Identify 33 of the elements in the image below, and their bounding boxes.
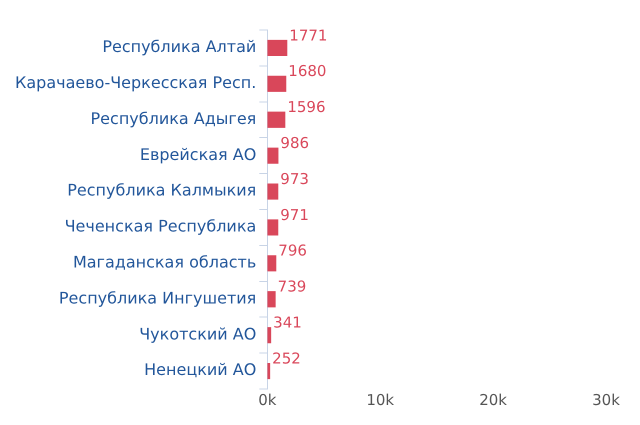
y-tick-label: Республика Адыгея (90, 108, 256, 128)
x-tick-label: 0k (258, 390, 277, 409)
bar (267, 112, 286, 128)
y-tick-label: Магаданская область (72, 252, 256, 272)
y-tick-label: Чукотский АО (139, 324, 256, 344)
data-label: 739 (278, 278, 306, 296)
y-tick-label: Карачаево-Черкесская Респ. (14, 73, 256, 92)
data-label: 1596 (287, 98, 326, 116)
bar (267, 183, 278, 200)
bar (267, 40, 288, 56)
y-tick-label: Ненецкий АО (144, 360, 256, 380)
data-label: 971 (280, 206, 309, 224)
data-label: 1771 (289, 26, 328, 44)
bar (267, 255, 276, 272)
data-label: 796 (278, 242, 307, 260)
data-label: 1680 (288, 62, 326, 80)
bar (267, 327, 272, 344)
x-tick-label: 10k (366, 390, 394, 409)
data-label: 252 (272, 349, 301, 368)
x-tick-label: 20k (479, 390, 508, 409)
data-label: 986 (280, 134, 310, 152)
y-tick-label: Чеченская Республика (64, 216, 256, 236)
bar (267, 219, 278, 236)
y-tick-label: Республика Ингушетия (58, 288, 256, 308)
y-tick-label: Республика Калмыкия (67, 180, 256, 200)
bar (267, 148, 278, 164)
x-tick-label: 30k (592, 390, 620, 409)
y-tick-label: Республика Алтай (102, 37, 256, 56)
data-label: 973 (280, 170, 309, 188)
y-tick-label: Еврейская АО (140, 144, 256, 164)
bar (267, 76, 286, 92)
data-label: 341 (273, 314, 302, 332)
bar (267, 291, 276, 308)
